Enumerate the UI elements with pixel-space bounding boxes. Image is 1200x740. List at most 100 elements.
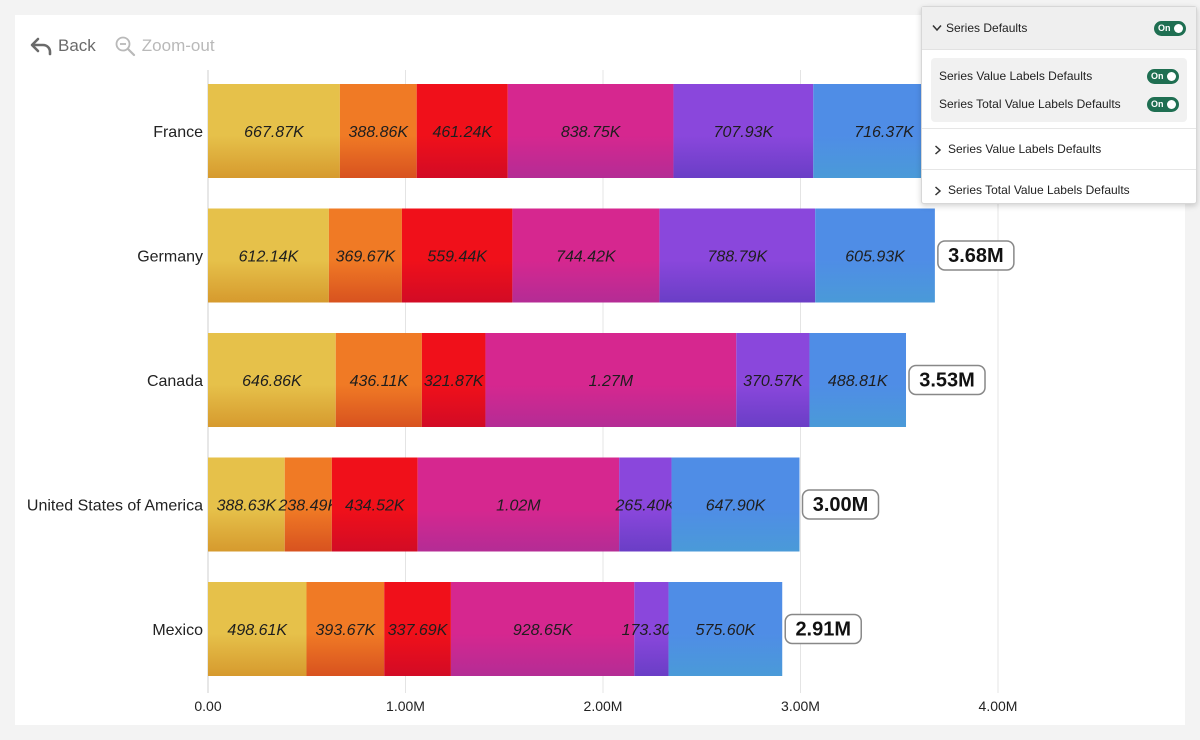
segment-value-label: 265.40K	[615, 498, 677, 515]
settings-panel: Series Defaults On Series Value Labels D…	[921, 6, 1197, 204]
x-tick-label: 1.00M	[386, 698, 425, 714]
bar-segment	[208, 333, 336, 427]
toggle-knob	[1167, 99, 1176, 109]
category-label: Mexico	[152, 622, 203, 639]
segment-value-label: 498.61K	[227, 622, 288, 639]
segment-value-label: 461.24K	[432, 124, 493, 141]
series-defaults-options: Series Value Labels Defaults On Series T…	[931, 58, 1187, 122]
zoom-out-button[interactable]: Zoom-out	[114, 35, 215, 57]
toggle-state-text: On	[1151, 99, 1164, 109]
category-label: Canada	[147, 373, 203, 390]
toggle-knob	[1174, 23, 1183, 33]
total-value-badge	[908, 364, 986, 396]
segment-value-label: 646.86K	[242, 373, 303, 390]
series-defaults-toggle[interactable]: On	[1154, 20, 1186, 36]
segment-value-label: 647.90K	[706, 498, 767, 515]
segment-value-label: 436.11K	[350, 373, 410, 390]
toggle-state-text: On	[1151, 71, 1164, 81]
bar-segment	[339, 84, 417, 178]
bar-segment	[208, 84, 340, 178]
segment-value-label: 788.79K	[708, 249, 769, 266]
x-tick-label: 4.00M	[979, 698, 1018, 714]
bar-segment	[507, 84, 674, 178]
bar-segment	[634, 582, 669, 676]
back-button[interactable]: Back	[30, 36, 96, 56]
segment-value-label: 393.67K	[316, 622, 377, 639]
chevron-right-icon	[934, 145, 942, 155]
segment-value-label: 744.42K	[556, 249, 617, 266]
bar-segment	[450, 582, 635, 676]
total-value-label: 3.68M	[948, 245, 1004, 267]
total-value-label: 2.91M	[795, 619, 851, 641]
section-series-value-labels[interactable]: Series Value Labels Defaults	[922, 128, 1196, 169]
total-value-badge	[937, 240, 1015, 271]
series-total-value-labels-toggle[interactable]: On	[1147, 96, 1179, 112]
zoom-out-label: Zoom-out	[141, 36, 215, 55]
segment-value-label: 559.44K	[427, 249, 488, 266]
bar-segment	[815, 208, 935, 303]
bar-segment	[331, 457, 418, 552]
bar-segment	[208, 208, 329, 303]
bar-segment	[328, 208, 402, 303]
bar-segment	[619, 457, 672, 552]
segment-value-label: 370.57K	[743, 373, 804, 390]
chevron-down-icon	[932, 24, 942, 32]
total-value-label: 3.53M	[919, 370, 975, 392]
segment-value-label: 612.14K	[239, 249, 300, 266]
segment-value-label: 238.49K	[278, 498, 340, 515]
segment-value-label: 337.69K	[388, 622, 449, 639]
bar-segment	[306, 582, 385, 676]
segment-value-label: 1.27M	[589, 373, 634, 390]
bar-segment	[736, 333, 810, 427]
bar-segment	[668, 582, 783, 676]
segment-value-label: 707.93K	[714, 124, 775, 141]
option-row: Series Value Labels Defaults On	[939, 62, 1179, 90]
category-label: Germany	[137, 249, 203, 266]
toggle-state-text: On	[1158, 23, 1171, 33]
option-label: Series Total Value Labels Defaults	[939, 97, 1121, 111]
category-label: United States of America	[27, 498, 203, 515]
bar-segment	[671, 457, 800, 552]
section-series-total-value-labels[interactable]: Series Total Value Labels Defaults	[922, 169, 1196, 210]
bar-segment	[416, 84, 508, 178]
segment-value-label: 605.93K	[845, 249, 906, 266]
bar-segment	[208, 582, 307, 676]
bar-segment	[673, 84, 814, 178]
segment-value-label: 838.75K	[561, 124, 622, 141]
total-value-badge	[801, 489, 880, 520]
back-label: Back	[58, 36, 96, 55]
segment-value-label: 716.37K	[854, 124, 915, 141]
segment-value-label: 928.65K	[513, 622, 574, 639]
segment-value-label: 575.60K	[696, 622, 757, 639]
back-arrow-icon	[30, 36, 52, 56]
bar-segment	[809, 333, 907, 427]
section-label: Series Total Value Labels Defaults	[948, 183, 1130, 197]
series-defaults-title: Series Defaults	[946, 21, 1028, 35]
x-tick-label: 0.00	[194, 698, 221, 714]
chevron-right-icon	[934, 186, 942, 196]
bar-segment	[335, 333, 422, 427]
toggle-knob	[1167, 71, 1176, 81]
bar-segment	[421, 333, 486, 427]
series-defaults-header[interactable]: Series Defaults On	[922, 7, 1196, 50]
bar-segment	[485, 333, 737, 427]
segment-value-label: 667.87K	[244, 124, 305, 141]
x-tick-label: 3.00M	[781, 698, 820, 714]
segment-value-label: 1.02M	[496, 498, 541, 515]
category-label: France	[153, 124, 203, 141]
section-label: Series Value Labels Defaults	[948, 142, 1102, 156]
segment-value-label: 434.52K	[345, 498, 406, 515]
x-tick-label: 2.00M	[584, 698, 623, 714]
bar-segment	[384, 582, 451, 676]
bar-segment	[512, 208, 660, 303]
segment-value-label: 388.63K	[217, 498, 278, 515]
segment-value-label: 488.81K	[828, 373, 889, 390]
total-value-label: 3.00M	[813, 494, 869, 516]
option-row: Series Total Value Labels Defaults On	[939, 90, 1179, 118]
bar-segment	[208, 457, 285, 552]
series-value-labels-toggle[interactable]: On	[1147, 68, 1179, 84]
bar-segment	[417, 457, 620, 552]
segment-value-label: 173.30K	[622, 622, 683, 639]
segment-value-label: 388.86K	[348, 124, 409, 141]
